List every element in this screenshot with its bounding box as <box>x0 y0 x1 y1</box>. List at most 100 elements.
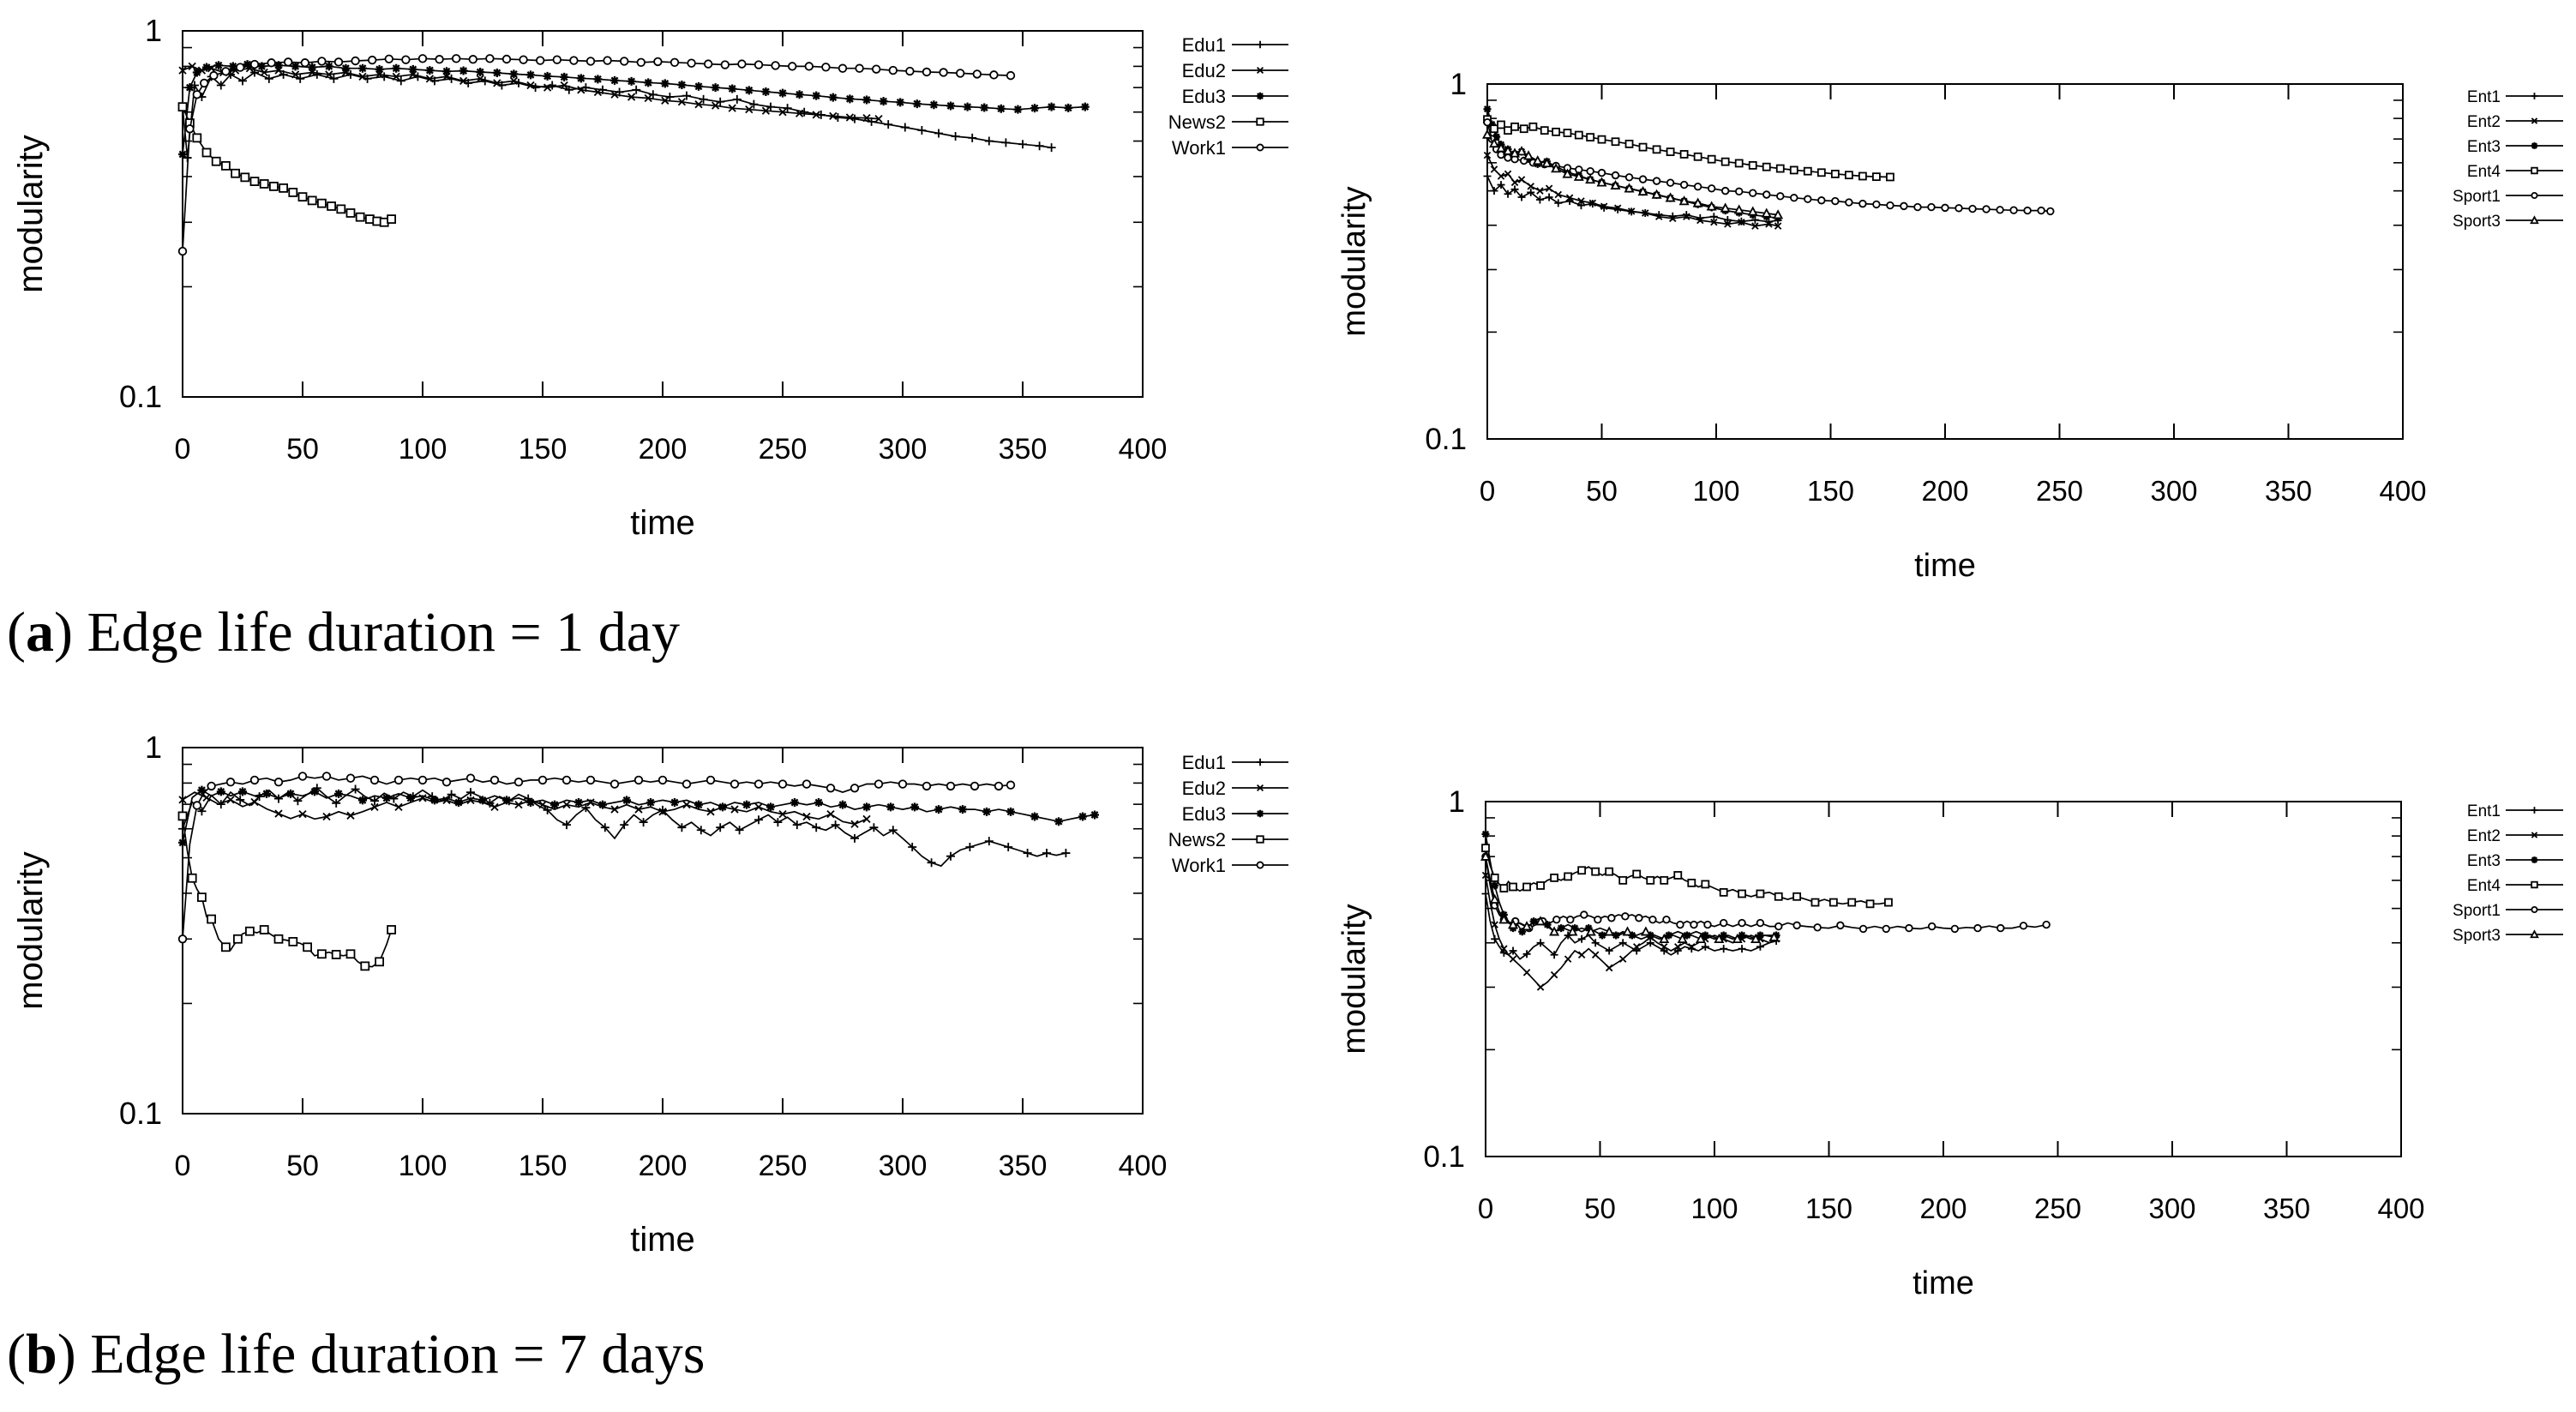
x-tick-label: 350 <box>999 433 1048 466</box>
series-work1-marker <box>946 781 956 791</box>
series-sport3-marker <box>1573 171 1584 181</box>
series-sport3-marker <box>1596 177 1607 187</box>
series-sport1-marker <box>1738 918 1746 928</box>
series-ent3-marker <box>1720 931 1728 940</box>
legend-item-edu3: Edu3 <box>1182 86 1288 107</box>
series-edu1-marker <box>1042 849 1051 858</box>
series-sport3-marker <box>1768 931 1780 941</box>
series-work1-marker <box>682 779 692 789</box>
series-work1-marker <box>199 78 209 88</box>
series-edu3-marker <box>862 802 871 812</box>
series-sport3-marker <box>1604 926 1615 936</box>
legend-label: Ent4 <box>2467 877 2501 895</box>
series-sport3-marker <box>1585 926 1596 936</box>
series-sport1-marker <box>1900 201 1908 211</box>
series-work1-marker <box>888 65 898 75</box>
y-axis-title: modularity <box>12 135 50 293</box>
series-work1-marker <box>221 67 231 76</box>
series-ent1-marker <box>1483 171 1492 180</box>
x-tick-label: 300 <box>2148 1193 2195 1224</box>
series-sport1-marker <box>2046 207 2055 216</box>
series-ent4-marker <box>1574 130 1583 140</box>
series-sport1-marker <box>1707 184 1716 193</box>
series-ent2-marker <box>1490 165 1498 173</box>
series-edu1-marker <box>917 125 927 135</box>
series-sport1-marker <box>2023 206 2032 215</box>
series-ent1-marker <box>1738 945 1746 953</box>
series-work1-marker <box>972 69 982 79</box>
series-ent4-marker <box>1490 873 1499 882</box>
series-ent3-marker <box>1772 931 1780 940</box>
series-edu3-marker <box>778 88 787 98</box>
series-edu1-marker <box>238 76 247 86</box>
series-edu1-marker <box>946 851 955 861</box>
series-edu2-marker <box>459 76 468 85</box>
series-sport1-marker <box>1927 202 1936 212</box>
series-sport1-marker <box>1886 201 1894 210</box>
series-work1-marker <box>192 90 202 99</box>
series-sport3 <box>1481 129 1784 219</box>
legend-label: Ent2 <box>2467 827 2501 845</box>
series-edu1-marker <box>447 790 456 799</box>
series-sport3-marker <box>1532 155 1543 165</box>
series-edu3-marker <box>1030 104 1039 113</box>
series-edu3-marker <box>886 802 895 812</box>
series-edu2-marker <box>526 81 535 90</box>
series-edu3-marker <box>216 787 225 796</box>
series-work1-marker <box>922 67 932 77</box>
series-ent2-marker <box>1536 187 1544 195</box>
series-ent2-marker <box>1500 945 1508 952</box>
series-edu3-marker <box>742 800 751 809</box>
series-edu3-marker <box>598 800 607 809</box>
series-ent4-marker <box>1844 171 1853 180</box>
series-ent4-marker <box>1719 887 1728 897</box>
series-sport3-marker <box>1665 192 1676 202</box>
series-edu1-marker <box>648 90 658 99</box>
series-sport3-marker <box>1720 202 1731 213</box>
series-ent2-marker <box>1577 951 1586 958</box>
series-ent1-marker <box>1545 193 1553 201</box>
series-edu3-marker <box>358 796 367 805</box>
legend-item-news2: News2 <box>1168 111 1288 133</box>
series-ent1-marker <box>1536 939 1545 947</box>
series-edu3-marker <box>980 103 989 112</box>
series-ent4-marker <box>1605 867 1614 876</box>
series-ent4-marker <box>1638 142 1648 152</box>
legend-item-ent2: Ent2 <box>2467 827 2563 845</box>
series-edu1-marker <box>370 796 379 806</box>
series-sport1-marker <box>1580 910 1588 919</box>
series-edu3-marker <box>934 805 943 814</box>
series-ent4-marker <box>1810 898 1820 907</box>
legend-item-ent1: Ent1 <box>2467 88 2563 106</box>
series-ent4-marker <box>1830 169 1840 178</box>
series-work1-marker <box>561 775 572 785</box>
x-tick-label: 50 <box>1584 1193 1616 1224</box>
series-edu2-marker <box>661 96 670 105</box>
series-edu3-marker <box>526 798 535 808</box>
legend-label: Ent3 <box>2467 138 2501 156</box>
series-ent4-marker <box>1847 898 1857 907</box>
series-work1-marker <box>236 63 245 72</box>
series-edu1-marker <box>620 820 629 830</box>
legend-item-work1: Work1 <box>1172 855 1288 876</box>
series-ent1-marker <box>1504 189 1512 198</box>
chart-ent-sport-1day-legend: Ent1 Ent2 Ent3 Ent4 Sport1 Sport3 <box>2453 88 2563 231</box>
series-ent1-marker <box>1554 199 1563 207</box>
series-work1-marker <box>1006 70 1016 81</box>
series-work1-marker <box>297 772 308 781</box>
x-axis-title: time <box>1914 548 1976 584</box>
series-edu1-marker <box>951 132 960 141</box>
legend-ent3-marker <box>2531 856 2538 863</box>
series-work1-marker <box>185 124 195 134</box>
series-work1 <box>177 772 1016 944</box>
legend-label: News2 <box>1168 111 1226 133</box>
series-edu3-marker <box>192 68 201 77</box>
series-sport1-marker <box>2019 922 2028 930</box>
series-ent4-marker <box>1792 892 1802 901</box>
series-edu3-marker <box>262 789 271 798</box>
series-ent1-marker <box>1517 193 1526 201</box>
series-edu3-marker <box>912 99 922 109</box>
series-ent3-marker <box>1492 133 1501 141</box>
series-sport1-marker <box>1913 202 1922 212</box>
series-ent4-marker <box>1734 159 1744 168</box>
